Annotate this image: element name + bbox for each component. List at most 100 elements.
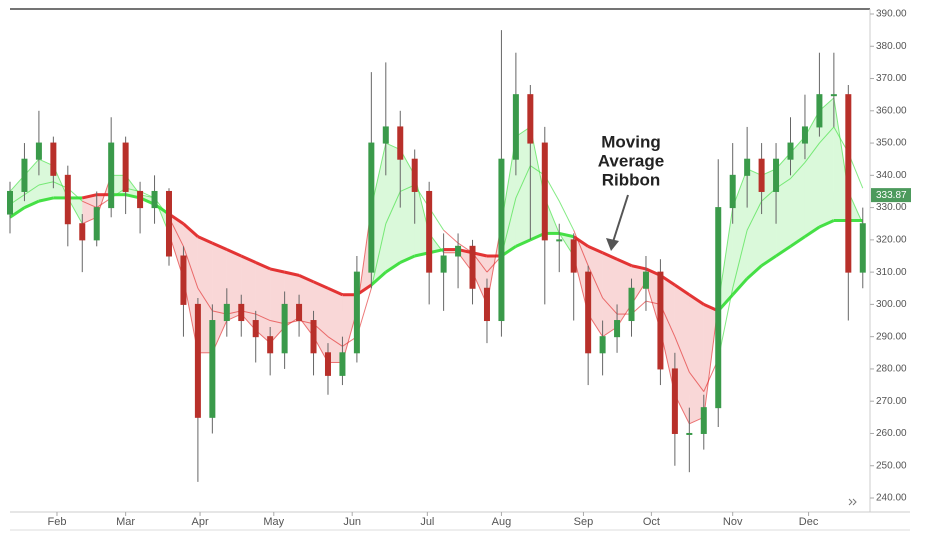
ribbon-line (573, 229, 589, 266)
ribbon-fill (111, 175, 126, 195)
ribbon-line (760, 254, 777, 267)
candle-body (830, 94, 837, 97)
candle-body (267, 336, 274, 354)
candle-body (527, 94, 534, 144)
candle-body (657, 271, 664, 370)
ribbon-fill (168, 214, 184, 279)
candle-body (469, 245, 476, 289)
ribbon-fill (819, 97, 834, 227)
ribbon-fill (761, 168, 777, 266)
ribbon-line (587, 265, 604, 299)
x-tick-label: Dec (799, 516, 819, 528)
ribbon-fill (371, 143, 386, 286)
candle-body (715, 207, 722, 409)
ribbon-line (515, 165, 531, 199)
ribbon-line (602, 297, 618, 315)
y-tick-label: 390.00 (876, 9, 907, 20)
candle-body (816, 94, 823, 128)
ribbon-line (732, 230, 748, 289)
ribbon-line (789, 235, 806, 248)
x-tick-label: May (263, 516, 284, 528)
ribbon-line (182, 222, 199, 238)
candle-body (642, 271, 649, 289)
ribbon-fill (732, 168, 748, 295)
y-tick-label: 370.00 (876, 73, 907, 84)
candle-body (165, 190, 172, 257)
ribbon-line (197, 287, 213, 312)
ribbon-fill (212, 243, 227, 353)
last-price-label: 333.87 (876, 190, 907, 201)
ribbon-fill (689, 294, 704, 424)
ribbon-fill (327, 288, 343, 363)
x-tick-label: Apr (192, 516, 209, 528)
plot: 240.00 250.00 260.00 270.00 280.00 290.00 300.… (7, 9, 907, 528)
candle-body (252, 320, 259, 338)
x-tick-label: Nov (723, 516, 743, 528)
ribbon-line (370, 223, 387, 289)
ribbon-line (790, 162, 806, 179)
y-tick-label: 310.00 (876, 267, 907, 278)
ribbon-line (385, 191, 401, 224)
candle-body (700, 407, 707, 434)
ribbon-line (197, 235, 213, 245)
candle-body (209, 320, 216, 418)
ribbon-fill (414, 175, 430, 256)
y-tick-label: 340.00 (876, 170, 907, 181)
y-tick-label: 360.00 (876, 105, 907, 116)
ribbon-line (746, 264, 763, 280)
ribbon-fill (270, 268, 285, 344)
ribbon-line (81, 193, 98, 200)
ribbon-line (38, 196, 54, 203)
ribbon-line (631, 264, 647, 271)
y-tick-label: 270.00 (876, 396, 907, 407)
last-price-box (871, 188, 911, 203)
ribbon-fill (472, 252, 487, 305)
ribbon-fill (226, 249, 242, 321)
candle-body (281, 303, 288, 354)
x-tick-label: Sep (574, 516, 594, 528)
ribbon-line (818, 219, 835, 229)
candle-body (773, 158, 780, 192)
ribbon-line (587, 244, 604, 255)
candle-body (483, 287, 490, 322)
ribbon-line (327, 286, 344, 297)
ribbon-line (24, 184, 40, 196)
ribbon-line (674, 283, 691, 296)
ribbon-line (674, 336, 690, 373)
ribbon-fill (776, 152, 791, 256)
annotation-arrow (611, 194, 629, 246)
y-tick-label: 290.00 (876, 331, 907, 342)
candle-body (339, 352, 346, 376)
ribbon-line (558, 231, 575, 239)
x-tick-label: Mar (116, 516, 135, 528)
ribbon-line (211, 241, 228, 251)
ribbon-fill (631, 265, 646, 305)
x-tick-label: Jul (420, 516, 434, 528)
candle-body (859, 223, 866, 273)
ribbon-line (515, 238, 531, 248)
candle-body (541, 142, 548, 241)
y-tick-label: 330.00 (876, 202, 907, 213)
y-tick-label: 320.00 (876, 235, 907, 246)
candle-body (368, 142, 375, 273)
ribbon-line (443, 229, 459, 244)
y-tick-label: 260.00 (876, 428, 907, 439)
x-tick-label: Aug (492, 516, 512, 528)
candle-body (440, 255, 447, 273)
candle-body (628, 287, 635, 322)
candle-body (758, 158, 765, 192)
ribbon-fill (10, 175, 25, 218)
candle-body (324, 352, 331, 376)
ribbon-line (819, 126, 835, 144)
y-tick-label: 350.00 (876, 138, 907, 149)
y-tick-label: 250.00 (876, 460, 907, 471)
candle-body (353, 271, 360, 354)
candle-body (498, 158, 505, 322)
candle-body (223, 303, 230, 322)
candle-body (570, 239, 577, 273)
candle-body (7, 190, 13, 215)
ribbon-line (23, 199, 40, 209)
scroll-icon[interactable] (848, 498, 857, 506)
annotation: Ribbon (602, 170, 661, 189)
